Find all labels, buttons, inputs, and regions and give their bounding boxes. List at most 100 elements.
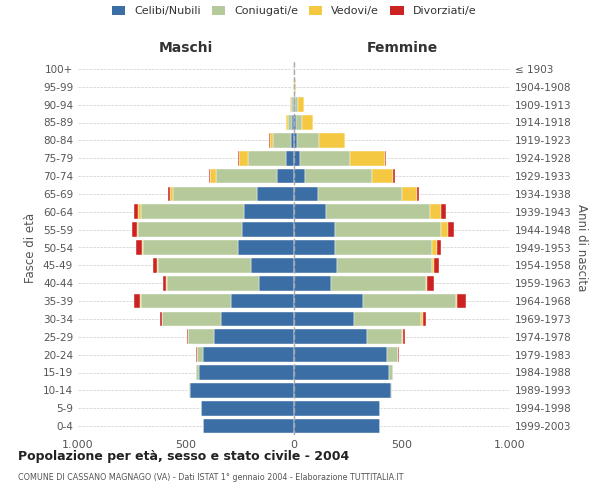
Bar xyxy=(292,115,294,130)
Bar xyxy=(294,98,295,112)
Bar xyxy=(319,133,345,148)
Bar xyxy=(297,133,319,148)
Bar xyxy=(140,204,244,219)
Text: COMUNE DI CASSANO MAGNAGO (VA) - Dati ISTAT 1° gennaio 2004 - Elaborazione TUTTI: COMUNE DI CASSANO MAGNAGO (VA) - Dati IS… xyxy=(18,472,404,482)
Bar xyxy=(143,240,238,255)
Bar xyxy=(441,222,448,237)
Bar xyxy=(432,240,437,255)
Bar xyxy=(209,168,210,184)
Bar xyxy=(286,151,294,166)
Bar xyxy=(302,115,313,130)
Bar xyxy=(168,186,170,201)
Bar xyxy=(232,294,294,308)
Bar xyxy=(294,383,391,398)
Bar xyxy=(238,151,239,166)
Bar xyxy=(294,133,297,148)
Bar xyxy=(153,258,157,272)
Bar xyxy=(239,151,248,166)
Bar xyxy=(216,168,277,184)
Text: Popolazione per età, sesso e stato civile - 2004: Popolazione per età, sesso e stato civil… xyxy=(18,450,349,463)
Bar xyxy=(296,115,302,130)
Bar xyxy=(242,222,294,237)
Bar xyxy=(221,312,294,326)
Bar xyxy=(199,365,294,380)
Text: Femmine: Femmine xyxy=(367,40,437,54)
Bar xyxy=(434,258,439,272)
Bar xyxy=(432,258,434,272)
Bar xyxy=(385,151,386,166)
Bar xyxy=(403,330,405,344)
Bar xyxy=(441,204,446,219)
Bar xyxy=(136,240,142,255)
Bar xyxy=(391,383,392,398)
Bar xyxy=(421,312,422,326)
Bar xyxy=(337,258,432,272)
Bar xyxy=(197,348,203,362)
Bar xyxy=(203,348,294,362)
Bar xyxy=(294,419,380,434)
Bar xyxy=(137,222,139,237)
Bar xyxy=(139,204,140,219)
Bar xyxy=(294,276,331,290)
Bar xyxy=(350,151,385,166)
Bar xyxy=(326,204,430,219)
Bar xyxy=(426,276,427,290)
Bar xyxy=(422,312,426,326)
Bar xyxy=(167,276,259,290)
Bar xyxy=(189,383,190,398)
Bar xyxy=(295,80,296,94)
Bar xyxy=(294,258,337,272)
Bar xyxy=(294,401,380,415)
Bar xyxy=(363,294,456,308)
Bar xyxy=(394,168,395,184)
Bar xyxy=(294,294,363,308)
Bar xyxy=(170,186,173,201)
Bar xyxy=(201,401,294,415)
Bar xyxy=(238,240,294,255)
Bar xyxy=(291,98,293,112)
Bar xyxy=(160,312,162,326)
Bar xyxy=(293,98,294,112)
Bar xyxy=(196,365,199,380)
Legend: Celibi/Nubili, Coniugati/e, Vedovi/e, Divorziati/e: Celibi/Nubili, Coniugati/e, Vedovi/e, Di… xyxy=(112,6,476,16)
Bar xyxy=(355,312,421,326)
Bar xyxy=(417,186,419,201)
Bar xyxy=(402,330,403,344)
Bar xyxy=(269,133,274,148)
Bar xyxy=(187,330,188,344)
Bar xyxy=(257,186,294,201)
Bar xyxy=(210,168,216,184)
Bar xyxy=(367,330,402,344)
Bar xyxy=(457,294,466,308)
Bar xyxy=(162,312,221,326)
Bar xyxy=(294,222,335,237)
Text: Maschi: Maschi xyxy=(159,40,213,54)
Bar xyxy=(294,115,296,130)
Bar xyxy=(291,133,294,148)
Bar xyxy=(331,276,426,290)
Bar xyxy=(287,115,292,130)
Bar xyxy=(248,151,286,166)
Bar xyxy=(188,330,214,344)
Bar xyxy=(335,240,432,255)
Bar xyxy=(251,258,294,272)
Bar xyxy=(158,258,251,272)
Bar xyxy=(294,330,367,344)
Bar xyxy=(305,168,372,184)
Bar xyxy=(134,294,140,308)
Bar xyxy=(427,276,434,290)
Bar xyxy=(163,276,166,290)
Bar xyxy=(139,222,242,237)
Bar xyxy=(402,186,417,201)
Bar xyxy=(294,312,355,326)
Y-axis label: Anni di nascita: Anni di nascita xyxy=(575,204,588,291)
Bar xyxy=(142,240,143,255)
Bar xyxy=(318,186,402,201)
Bar xyxy=(286,115,287,130)
Bar xyxy=(294,151,301,166)
Bar xyxy=(277,168,294,184)
Bar xyxy=(274,133,291,148)
Bar xyxy=(140,294,232,308)
Bar xyxy=(372,168,394,184)
Bar xyxy=(301,151,350,166)
